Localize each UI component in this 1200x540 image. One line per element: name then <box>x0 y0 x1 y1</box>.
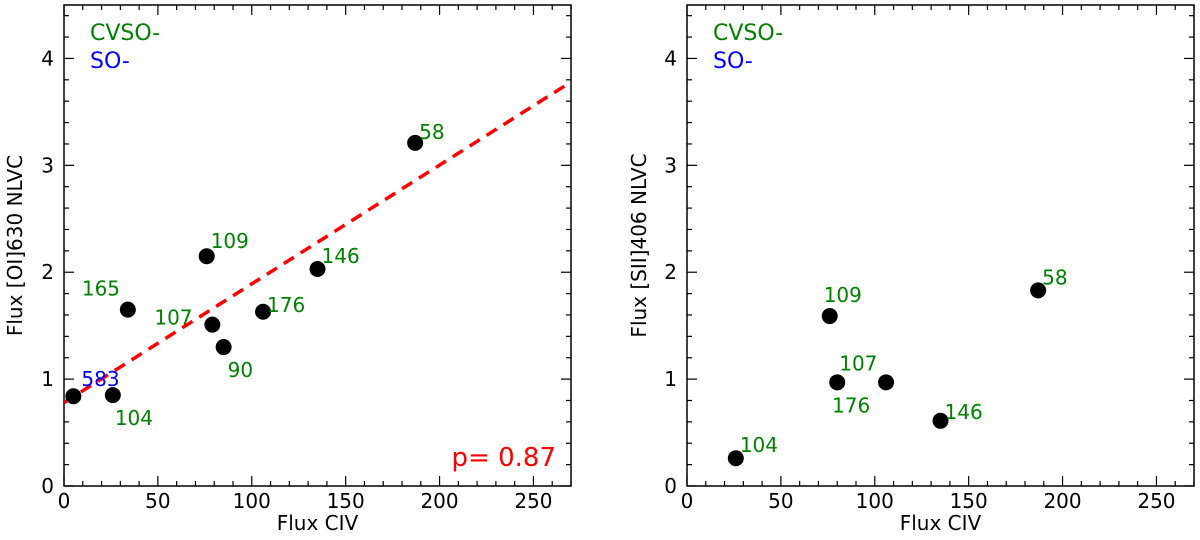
data-point <box>309 261 326 278</box>
point-label: 146 <box>322 244 360 268</box>
y-tick-label: 0 <box>664 474 677 498</box>
data-point <box>407 134 424 151</box>
data-point <box>878 374 895 391</box>
point-label: 104 <box>740 433 778 457</box>
y-tick-label: 2 <box>664 260 677 284</box>
point-label: 165 <box>82 277 120 301</box>
data-point <box>198 248 215 265</box>
y-tick-label: 1 <box>41 367 54 391</box>
point-label: 107 <box>839 351 877 375</box>
x-tick-label: 150 <box>327 489 365 513</box>
chart-panel-2: 0 50 100 150 200 250 0 1 2 3 4 Flux CIV Flux [SII]40… <box>627 4 1195 535</box>
data-point <box>119 301 136 318</box>
point-label: 176 <box>832 393 870 417</box>
point-label: 104 <box>115 406 153 430</box>
legend-entry: CVSO- <box>713 21 783 46</box>
point-label: 58 <box>1042 265 1067 289</box>
data-point <box>932 412 949 429</box>
y-tick-label: 1 <box>664 367 677 391</box>
x-tick-label: 0 <box>58 489 71 513</box>
x-tick-label: 200 <box>420 489 458 513</box>
point-label: 58 <box>419 120 444 144</box>
data-point <box>829 374 846 391</box>
legend-entry: SO- <box>713 49 753 74</box>
x-tick-label: 250 <box>514 489 552 513</box>
x-tick-label: 0 <box>681 489 694 513</box>
x-tick-label: 150 <box>950 489 988 513</box>
plot-frame <box>63 4 572 487</box>
point-label: 90 <box>228 358 253 382</box>
y-tick-label: 4 <box>41 46 54 70</box>
x-tick-label: 50 <box>145 489 170 513</box>
legend-entry: SO- <box>90 49 130 74</box>
x-axis-label: Flux CIV <box>900 511 982 535</box>
chart-panel-1: 0 50 100 150 200 250 0 1 2 3 4 Flux CIV Flux [OI]630… <box>3 4 572 535</box>
fit-line <box>64 80 571 405</box>
data-point <box>821 308 838 325</box>
y-tick-label: 4 <box>664 46 677 70</box>
data-point <box>65 388 82 405</box>
data-point <box>215 339 232 356</box>
x-tick-label: 50 <box>768 489 793 513</box>
point-label: 146 <box>945 400 983 424</box>
point-label: 109 <box>824 283 862 307</box>
data-point <box>727 450 744 467</box>
point-label: 176 <box>267 293 305 317</box>
x-tick-label: 250 <box>1137 489 1175 513</box>
data-point <box>104 387 121 404</box>
y-tick-label: 0 <box>41 474 54 498</box>
point-label: 109 <box>211 229 249 253</box>
x-tick-label: 200 <box>1043 489 1081 513</box>
legend-entry: CVSO- <box>90 21 160 46</box>
data-point <box>204 316 221 333</box>
data-point <box>1030 282 1047 299</box>
data-point <box>255 303 272 320</box>
y-axis-label: Flux [OI]630 NLVC <box>3 155 27 336</box>
y-tick-label: 2 <box>41 260 54 284</box>
y-tick-label: 3 <box>41 153 54 177</box>
point-label: 107 <box>154 306 192 330</box>
y-axis-label: Flux [SII]406 NLVC <box>627 153 651 337</box>
x-axis-label: Flux CIV <box>277 511 359 535</box>
correlation-annotation: p= 0.87 <box>452 443 556 473</box>
y-tick-label: 3 <box>664 153 677 177</box>
x-tick-label: 100 <box>856 489 894 513</box>
plot-frame <box>686 4 1195 487</box>
x-tick-label: 100 <box>233 489 271 513</box>
